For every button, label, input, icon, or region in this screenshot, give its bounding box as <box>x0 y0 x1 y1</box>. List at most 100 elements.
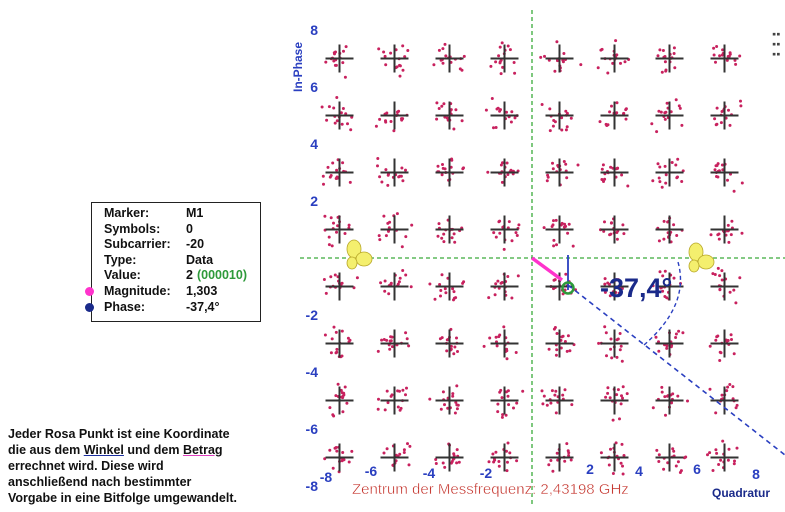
scatter-point <box>604 331 608 335</box>
scatter-point <box>396 282 400 286</box>
scatter-point <box>602 180 605 183</box>
type-key: Type: <box>104 252 137 267</box>
scatter-point <box>326 165 330 169</box>
scatter-point <box>622 454 626 457</box>
scatter-point <box>651 284 655 288</box>
scatter-point <box>385 389 389 393</box>
scatter-point <box>496 279 500 283</box>
winkel-link: Winkel <box>83 443 124 457</box>
scatter-point <box>455 336 458 340</box>
description-line: anschließend nach bestimmter <box>8 475 192 489</box>
scatter-point <box>616 278 620 282</box>
value-value: 2 <box>186 268 193 283</box>
scatter-point <box>549 459 553 462</box>
scatter-point <box>711 272 715 276</box>
scatter-point <box>725 339 729 343</box>
scatter-point <box>333 121 337 125</box>
scatter-point <box>740 231 744 235</box>
scatter-point <box>398 452 402 456</box>
scatter-point <box>499 388 503 392</box>
scatter-point <box>609 347 613 351</box>
scatter-point <box>497 460 501 463</box>
scatter-point <box>654 335 658 339</box>
symbols-value: 0 <box>186 221 193 236</box>
scatter-point <box>676 394 680 398</box>
scatter-point <box>378 238 382 242</box>
scatter-point <box>400 245 404 249</box>
scatter-point <box>396 405 400 409</box>
scatter-point <box>333 446 337 450</box>
selected-symbol-marker[interactable] <box>561 281 575 295</box>
scatter-point <box>329 275 333 279</box>
scatter-point <box>328 448 332 452</box>
scatter-point <box>321 174 325 178</box>
scatter-point <box>611 418 615 422</box>
scatter-point <box>676 460 680 464</box>
scatter-point <box>444 291 448 295</box>
scatter-point <box>717 463 721 466</box>
y-tick-label: 6 <box>310 79 318 95</box>
scatter-point <box>658 48 662 52</box>
scatter-point <box>501 65 505 69</box>
scatter-point <box>493 293 497 297</box>
scatter-point <box>738 54 742 58</box>
scatter-point <box>446 406 450 410</box>
scatter-point <box>732 189 736 193</box>
scatter-point <box>456 403 460 407</box>
scatter-point <box>348 338 352 342</box>
scatter-point <box>380 338 384 342</box>
scatter-point <box>407 463 411 467</box>
scatter-point <box>355 276 359 280</box>
scatter-point <box>718 350 722 354</box>
scatter-point <box>434 458 438 461</box>
scatter-point <box>329 351 333 355</box>
marker-key: Marker: <box>104 206 150 220</box>
scatter-point <box>329 216 333 220</box>
scatter-point <box>335 96 339 99</box>
scatter-point <box>390 393 394 397</box>
scatter-point <box>597 341 601 345</box>
scatter-point <box>515 234 519 237</box>
scatter-point <box>650 122 654 126</box>
scatter-point <box>716 175 720 179</box>
scatter-point <box>496 410 500 414</box>
scatter-point <box>335 175 339 179</box>
scatter-point <box>675 234 679 237</box>
scatter-point <box>609 337 613 341</box>
scatter-point <box>564 109 568 113</box>
scatter-point <box>560 116 564 120</box>
scatter-point <box>323 457 327 461</box>
scatter-point <box>330 244 334 248</box>
phase-direction-line <box>567 284 785 456</box>
scatter-point <box>673 66 677 70</box>
scatter-point <box>339 388 343 392</box>
scatter-point <box>343 75 347 79</box>
scatter-point <box>402 451 406 454</box>
scatter-point <box>715 451 719 455</box>
scatter-point <box>408 444 412 448</box>
bit-code: (000010) <box>196 268 247 283</box>
scatter-point <box>619 402 623 406</box>
scatter-point <box>679 469 683 473</box>
magnitude-value: 1,303 <box>186 283 218 298</box>
scatter-point <box>655 130 659 134</box>
marker-row: Marker: M1 <box>104 206 260 222</box>
scatter-point <box>323 214 327 218</box>
scatter-point <box>386 183 390 187</box>
x-tick-label: -4 <box>423 465 436 481</box>
scatter-point <box>565 111 569 115</box>
scatter-point <box>399 406 403 410</box>
type-row: Type: Data <box>104 253 260 269</box>
scatter-point <box>730 338 733 341</box>
scatter-point <box>624 117 628 121</box>
scatter-point <box>323 333 327 337</box>
scatter-point <box>727 240 731 244</box>
scatter-point <box>555 40 559 44</box>
scatter-point <box>442 232 446 236</box>
scatter-point <box>514 351 518 354</box>
scatter-point <box>331 161 335 165</box>
scatter-point <box>440 273 444 277</box>
scatter-point <box>322 278 326 281</box>
phase-row: Phase: -37,4° <box>85 300 260 316</box>
scatter-point <box>610 104 613 108</box>
